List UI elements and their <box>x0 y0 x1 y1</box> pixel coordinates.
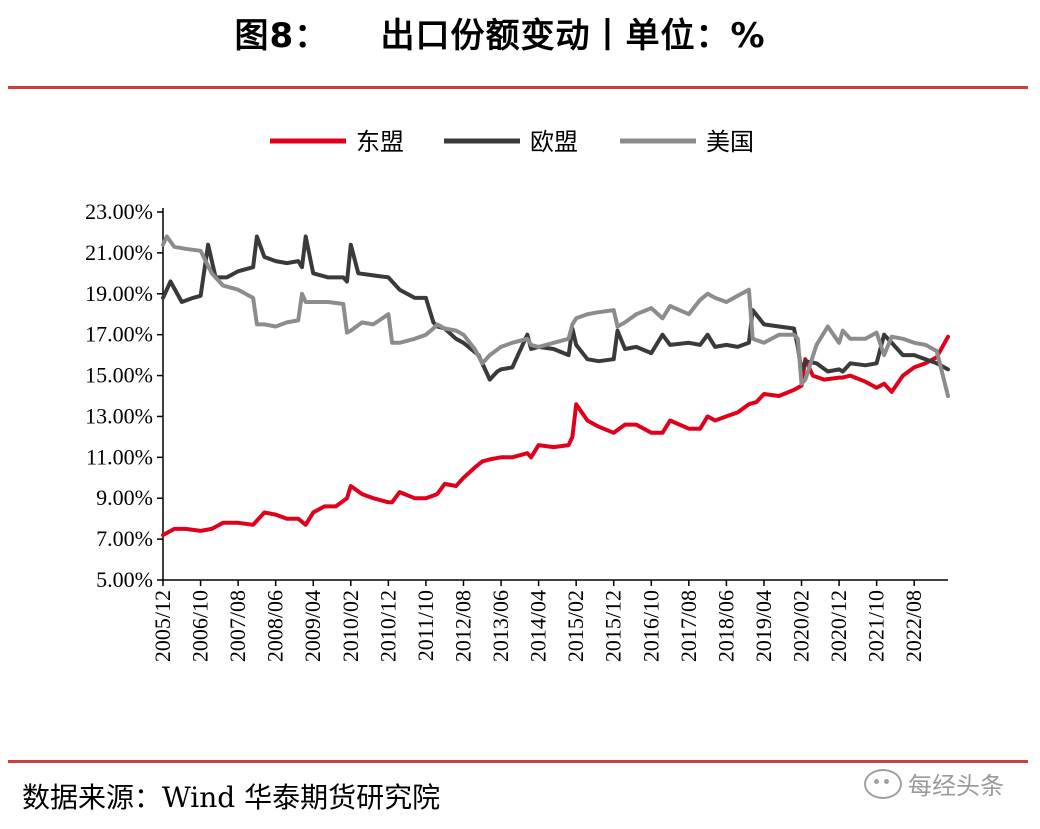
y-tick-label: 5.00% <box>96 567 153 592</box>
y-tick-label: 15.00% <box>85 363 153 388</box>
x-tick-label: 2015/02 <box>563 590 588 662</box>
line-chart: 东盟 欧盟 美国 23.00% 21.00% 19.00% 17.00% 15.00% 13.… <box>85 128 950 662</box>
y-tick-label: 7.00% <box>96 526 153 551</box>
x-tick-label: 2018/06 <box>713 590 738 662</box>
series-line-0 <box>161 334 950 537</box>
y-tick-label: 17.00% <box>85 322 153 347</box>
legend-label: 东盟 <box>356 128 404 156</box>
x-tick-label: 2016/10 <box>638 590 663 662</box>
x-tick-label: 2020/12 <box>826 590 851 662</box>
y-tick-label: 13.00% <box>85 403 153 428</box>
x-tick-label: 2011/10 <box>413 590 438 661</box>
wechat-icon <box>864 768 902 799</box>
x-tick-label: 2013/06 <box>488 590 513 662</box>
x-tick-label: 2010/12 <box>375 590 400 662</box>
y-axis: 23.00% 21.00% 19.00% 17.00% 15.00% 13.00% 11.0… <box>85 199 164 592</box>
source-note: 数据来源：Wind 华泰期货研究院 <box>22 781 441 814</box>
x-tick-label: 2021/10 <box>864 590 889 662</box>
y-tick-label: 21.00% <box>85 240 153 265</box>
series-line-2 <box>161 234 950 398</box>
top-divider <box>8 86 1028 89</box>
series-lines <box>161 234 950 537</box>
x-tick-label: 2019/04 <box>751 590 776 662</box>
watermark-text: 每经头条 <box>908 772 1004 800</box>
x-tick-label: 2022/08 <box>901 590 926 662</box>
x-tick-label: 2009/04 <box>300 590 325 662</box>
watermark: 每经头条 <box>864 766 1004 801</box>
legend: 东盟 欧盟 美国 <box>270 128 754 156</box>
x-tick-label: 2006/10 <box>188 590 213 662</box>
legend-label: 欧盟 <box>530 128 578 156</box>
y-tick-label: 11.00% <box>86 444 153 469</box>
legend-label: 美国 <box>706 128 754 156</box>
x-axis: 2005/12 2006/10 2007/08 2008/06 2009/04 2010/… <box>150 579 948 662</box>
x-tick-label: 2014/04 <box>526 590 551 662</box>
y-tick-label: 9.00% <box>96 485 153 510</box>
chart-title: 图8： 出口份额变动丨单位：% <box>234 16 766 56</box>
x-tick-label: 2005/12 <box>150 590 175 662</box>
y-tick-label: 23.00% <box>85 199 153 224</box>
x-tick-label: 2020/02 <box>789 590 814 662</box>
series-line-1 <box>161 234 950 382</box>
y-tick-label: 19.00% <box>85 281 153 306</box>
x-tick-label: 2015/12 <box>601 590 626 662</box>
x-tick-label: 2008/06 <box>263 590 288 662</box>
x-tick-label: 2012/08 <box>450 590 475 662</box>
x-tick-label: 2017/08 <box>676 590 701 662</box>
bottom-divider <box>8 760 1028 763</box>
x-tick-label: 2007/08 <box>225 590 250 662</box>
x-tick-label: 2010/02 <box>338 590 363 662</box>
